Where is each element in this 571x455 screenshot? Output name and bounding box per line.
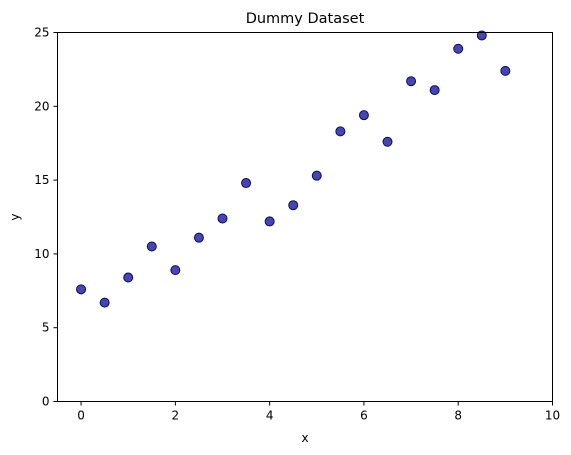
data-point (358, 110, 369, 121)
data-point (264, 216, 275, 227)
data-point (99, 297, 110, 308)
y-axis-label: y (8, 213, 22, 220)
data-point (76, 284, 87, 295)
y-axis: 0 5 10 15 20 25 (34, 26, 58, 409)
y-tick-label: 20 (34, 99, 49, 113)
data-point (170, 265, 181, 276)
data-point (193, 232, 204, 243)
data-point (453, 43, 464, 54)
data-point (311, 170, 322, 181)
data-point (429, 85, 440, 96)
chart-title: Dummy Dataset (246, 11, 365, 27)
data-point (476, 30, 487, 41)
y-tick-label: 25 (34, 26, 49, 40)
scatter-points (76, 30, 511, 308)
data-point (241, 178, 252, 189)
x-axis: 0 2 4 6 8 10 (77, 401, 560, 423)
x-tick-label: 10 (545, 409, 560, 423)
plot-frame (57, 32, 553, 402)
data-point (406, 76, 417, 87)
data-point (123, 272, 134, 283)
data-point (217, 213, 228, 224)
x-tick-label: 6 (360, 409, 368, 423)
x-tick-label: 8 (454, 409, 462, 423)
y-tick-label: 0 (42, 395, 50, 409)
x-tick-label: 4 (266, 409, 274, 423)
x-tick-label: 0 (77, 409, 85, 423)
data-point (146, 241, 157, 252)
y-tick-label: 15 (34, 173, 49, 187)
x-tick-label: 2 (172, 409, 180, 423)
data-point (500, 65, 511, 76)
y-tick-label: 10 (34, 247, 49, 261)
data-point (382, 136, 393, 147)
data-point (335, 126, 346, 137)
y-tick-label: 5 (42, 321, 50, 335)
x-axis-label: x (301, 431, 308, 445)
data-point (288, 200, 299, 211)
